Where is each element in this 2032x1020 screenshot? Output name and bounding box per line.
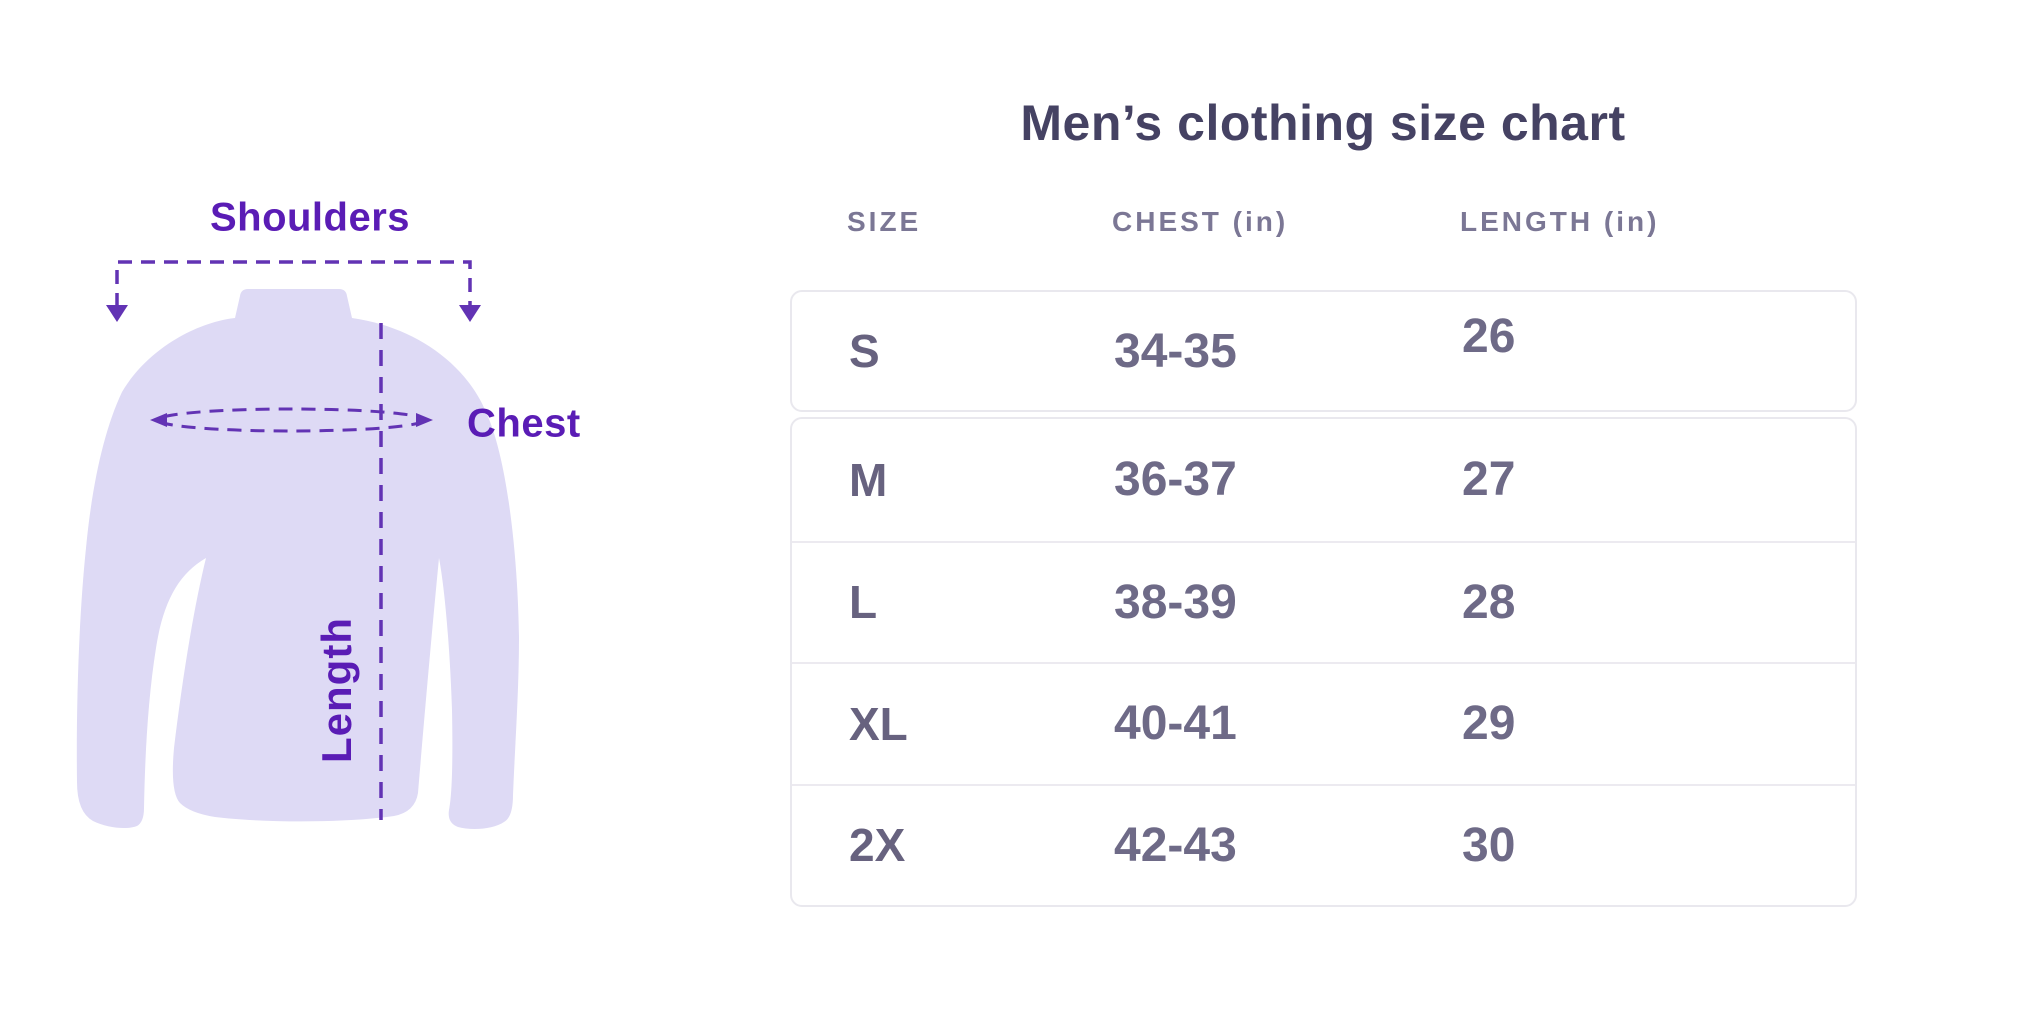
cell-size: L (849, 576, 878, 629)
shoulders-bracket-line (115, 260, 472, 307)
table-header-row: SIZE CHEST (in) LENGTH (in) (790, 200, 1857, 244)
shirt-illustration (76, 260, 519, 830)
table-row: XL 40-41 29 (792, 662, 1855, 784)
cell-length: 28 (1462, 575, 1516, 629)
table-row: S 34-35 26 (792, 292, 1855, 410)
chest-arrow-right-icon (416, 413, 433, 427)
chest-arrow-left-icon (150, 413, 167, 427)
size-table-card-s: S 34-35 26 (790, 290, 1857, 412)
cell-chest: 42-43 (1114, 818, 1237, 872)
shoulders-label: Shoulders (209, 195, 411, 240)
cell-chest: 36-37 (1114, 453, 1237, 507)
header-chest: CHEST (in) (1112, 206, 1289, 237)
page-title: Men’s clothing size chart (1020, 95, 1626, 151)
cell-size: XL (849, 697, 908, 750)
cell-length: 30 (1462, 818, 1516, 872)
cell-size: M (849, 453, 888, 506)
cell-chest: 34-35 (1114, 324, 1237, 378)
cell-length: 26 (1462, 309, 1516, 363)
cell-chest: 38-39 (1114, 575, 1237, 629)
table-row: L 38-39 28 (792, 540, 1855, 663)
shoulders-arrow-left-icon (106, 305, 128, 322)
header-length: LENGTH (in) (1460, 206, 1660, 237)
shoulders-arrow-right-icon (459, 305, 481, 322)
shirt-body-shape (76, 318, 519, 830)
cell-length: 27 (1462, 453, 1516, 507)
shirt-measurement-diagram: Shoulders Chest Length (0, 0, 680, 1020)
size-table-card-m-2x: M 36-37 27 L 38-39 28 XL 40-41 29 2X 42-… (790, 417, 1857, 907)
table-row: 2X 42-43 30 (792, 783, 1855, 906)
cell-chest: 40-41 (1114, 697, 1237, 751)
chest-label: Chest (467, 401, 581, 446)
cell-size: S (849, 325, 880, 377)
cell-length: 29 (1462, 697, 1516, 751)
shirt-collar-shape (235, 289, 352, 318)
header-size: SIZE (847, 206, 922, 237)
table-row: M 36-37 27 (792, 419, 1855, 541)
cell-size: 2X (849, 819, 906, 872)
length-label: Length (313, 617, 360, 763)
